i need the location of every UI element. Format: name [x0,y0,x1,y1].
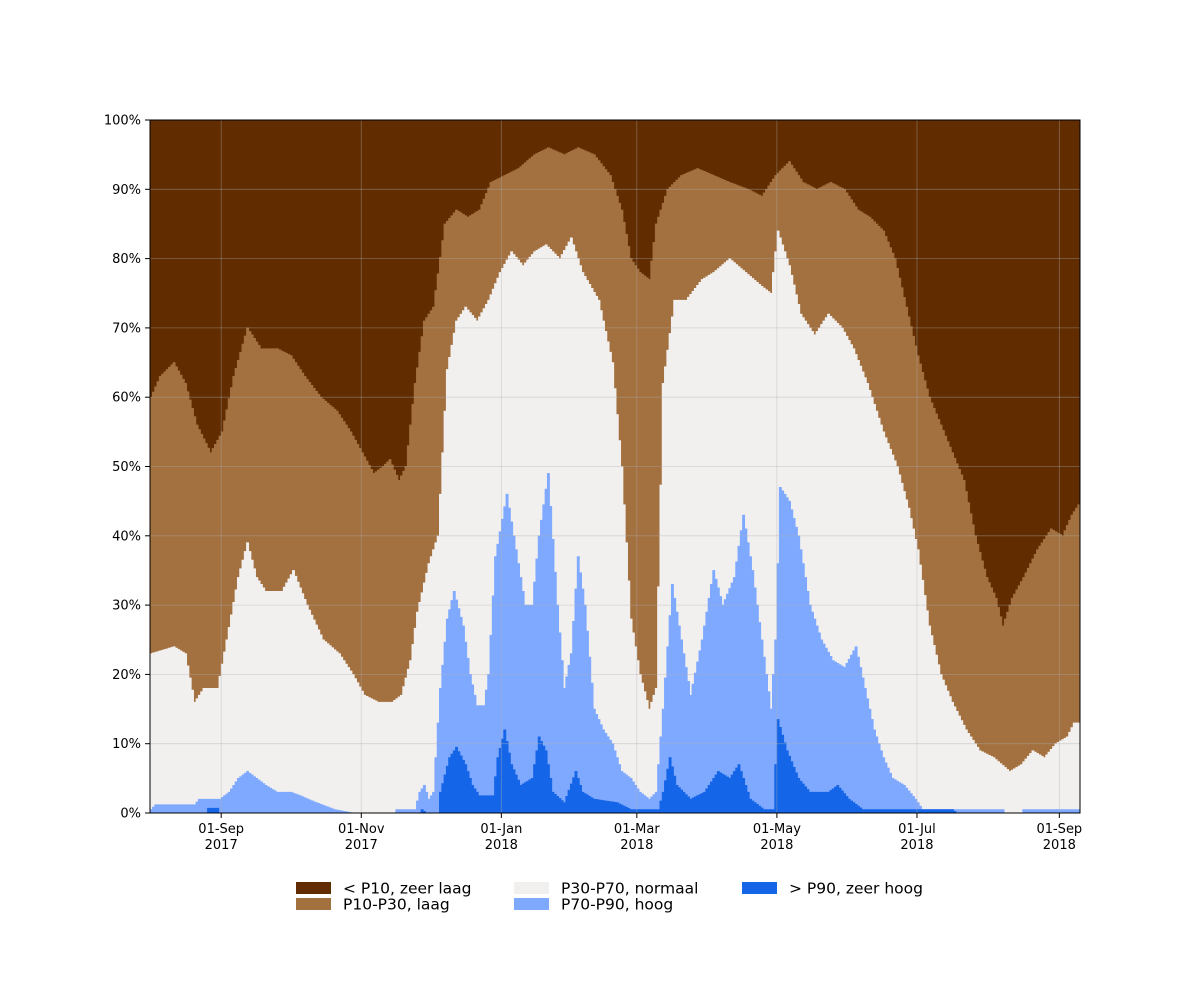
y-tick-label: 90% [112,183,141,198]
legend-label: P10-P30, laag [343,896,450,914]
x-tick-label-year: 2018 [1043,838,1076,853]
y-tick-label: 50% [112,460,141,475]
x-tick-label: 01-Sep [1036,822,1082,837]
legend-swatch [742,882,777,894]
legend-label: P30-P70, normaal [561,880,698,898]
x-tick-label-year: 2017 [345,838,378,853]
axes: 0%10%20%30%40%50%60%70%80%90%100%01-Sep2… [104,114,1082,854]
x-tick-label: 01-Jul [898,822,936,837]
y-tick-label: 60% [112,391,141,406]
x-tick-label: 01-Jan [480,822,522,837]
y-tick-label: 0% [120,807,141,822]
x-tick-label-year: 2018 [900,838,933,853]
x-tick-label-year: 2018 [620,838,653,853]
legend-swatch [296,882,331,894]
x-tick-label: 01-Sep [198,822,244,837]
legend-label: P70-P90, hoog [561,896,673,914]
legend-label: < P10, zeer laag [343,880,472,898]
x-tick-label: 01-Nov [338,822,385,837]
y-tick-label: 10% [112,737,141,752]
legend-swatch [514,898,549,910]
y-tick-label: 20% [112,668,141,683]
x-tick-label: 01-Mar [614,822,660,837]
x-tick-label-year: 2017 [205,838,238,853]
legend-label: > P90, zeer hoog [789,880,923,898]
y-tick-label: 30% [112,599,141,614]
y-tick-label: 80% [112,252,141,267]
plot-area [149,119,1081,814]
y-tick-label: 40% [112,529,141,544]
y-tick-label: 100% [104,114,141,129]
x-tick-label-year: 2018 [760,838,793,853]
legend-swatch [514,882,549,894]
x-tick-label-year: 2018 [485,838,518,853]
legend-swatch [296,898,331,910]
x-tick-label: 01-May [753,822,801,837]
y-tick-label: 70% [112,321,141,336]
